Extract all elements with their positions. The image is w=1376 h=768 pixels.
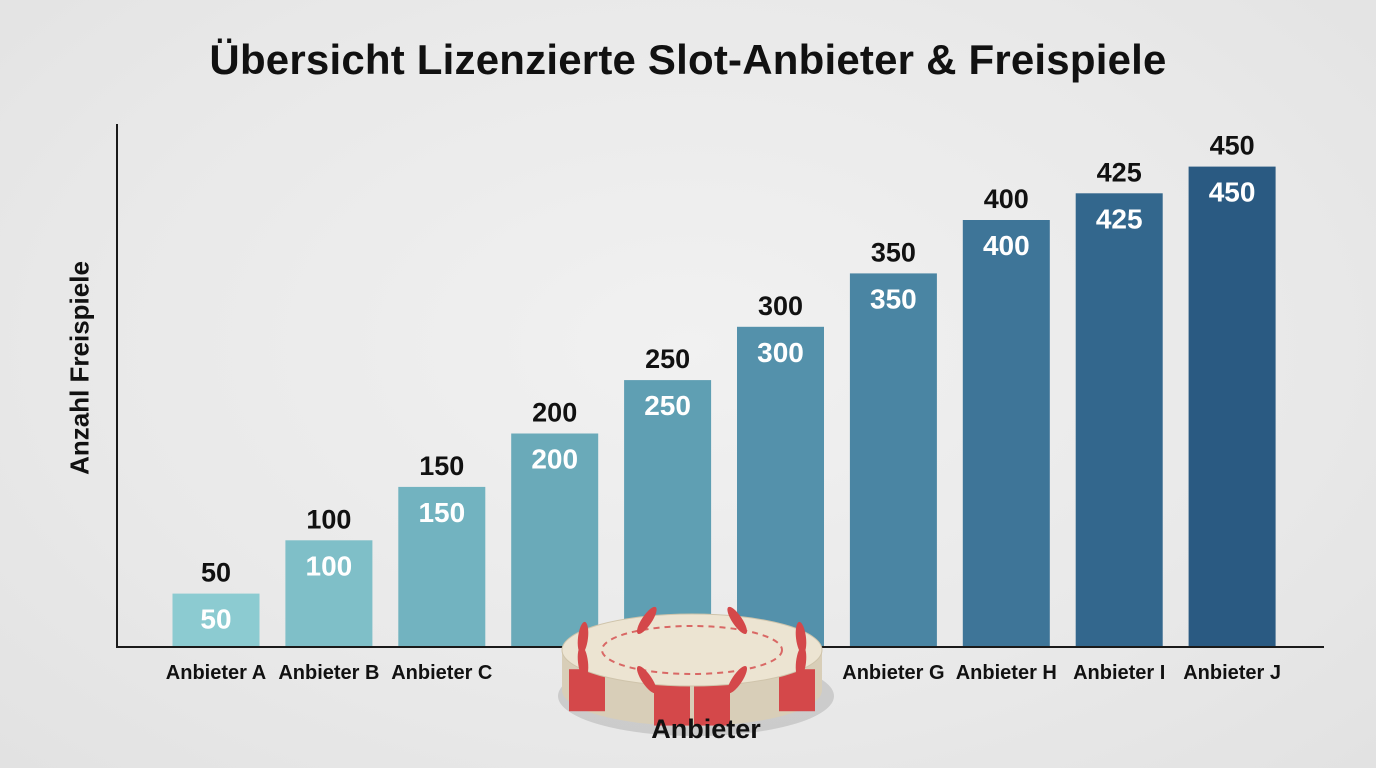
bar-value-label-inside: 100: [306, 550, 353, 581]
bar-value-label-inside: 400: [983, 230, 1030, 261]
chip-top-stripe: [636, 666, 657, 694]
chip-edge-stripe: [654, 683, 690, 726]
bar-value-label-top: 50: [201, 558, 231, 588]
bar-value-label-top: 450: [1210, 131, 1255, 161]
chart-title: Übersicht Lizenzierte Slot-Anbieter & Fr…: [209, 36, 1167, 83]
bar-value-label-top: 100: [306, 504, 351, 534]
bar-1: [172, 593, 260, 647]
category-labels: Anbieter A Anbieter B Anbieter C Anbieter G…: [166, 662, 1281, 684]
bar-value-label-top: 300: [758, 291, 803, 321]
bar-value-label-inside: 50: [200, 604, 231, 635]
bar-value-label-inside: 200: [531, 444, 578, 475]
bar-4: [511, 433, 599, 647]
bar-value-label-top: 250: [645, 344, 690, 374]
bar-value-label-top: 200: [532, 398, 577, 428]
chip-top-stripe: [727, 666, 748, 694]
bar-2: [285, 540, 373, 647]
bar-6: [737, 326, 824, 647]
category-label: Anbieter B: [278, 662, 379, 684]
bar-value-label-top: 350: [871, 237, 916, 267]
bar-value-label-inside: 300: [757, 337, 804, 368]
chip-top-stripe: [577, 621, 589, 654]
bar-3: [398, 486, 486, 647]
chip-top-stripe: [795, 621, 807, 654]
bar-9: [1075, 193, 1163, 648]
bar-value-label-top: 400: [984, 184, 1029, 214]
chip-inner-ring: [601, 625, 783, 675]
bar-8: [962, 220, 1050, 647]
chip-top-stripe: [636, 606, 657, 634]
category-label: Anbieter I: [1073, 662, 1165, 684]
bar-value-label-top: 150: [419, 451, 464, 481]
category-label: Anbieter J: [1183, 662, 1281, 684]
bar-value-label-inside: 250: [644, 390, 691, 421]
bar-value-label-inside: 150: [418, 497, 465, 528]
bar-value-label-inside: 425: [1096, 203, 1143, 234]
category-label: Anbieter H: [956, 662, 1057, 684]
poker-chip-decoration: [558, 606, 834, 736]
bar-5: [624, 380, 712, 647]
category-label: Anbieter G: [842, 662, 944, 684]
chip-edge-stripe: [694, 683, 730, 726]
bar-7: [849, 273, 937, 647]
chip-edge-stripe: [779, 669, 815, 712]
x-axis-label: Anbieter: [651, 714, 761, 744]
chip-top-stripe: [577, 646, 589, 679]
bar-10: [1188, 166, 1276, 647]
chip-top-stripe: [727, 606, 748, 634]
chip-top-stripe: [795, 646, 807, 679]
chip-edge-stripe: [569, 669, 605, 712]
bar-value-label-inside: 450: [1209, 177, 1256, 208]
bar-value-label-top: 425: [1097, 157, 1142, 187]
bar-value-label-inside: 350: [870, 283, 917, 314]
bars-group: 50 50 100 100 150 150 200 200 250 250 300 300 350 350…: [172, 131, 1276, 648]
category-label: Anbieter C: [391, 662, 492, 684]
chip-top: [561, 613, 823, 687]
category-label: Anbieter A: [166, 662, 266, 684]
